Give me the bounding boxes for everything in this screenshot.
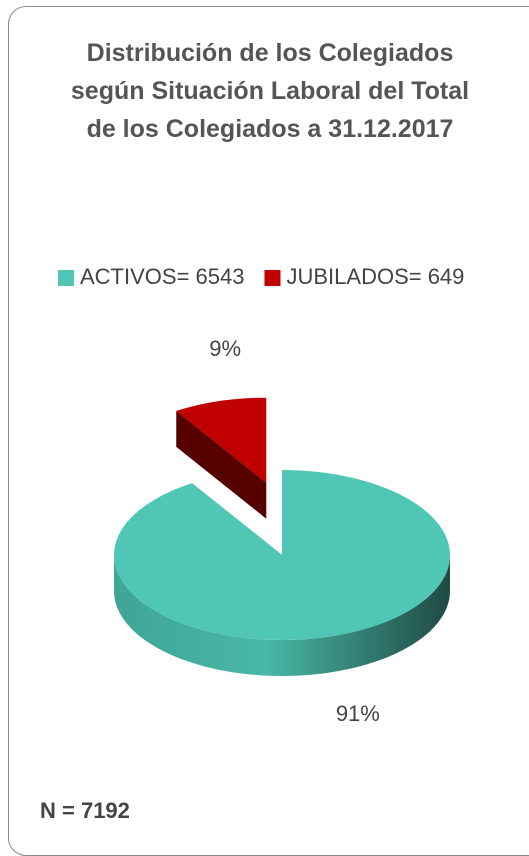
page: Distribución de los Colegiados según Sit… [8, 6, 529, 856]
pie-slice-wall [176, 410, 267, 519]
legend-swatch [58, 270, 74, 286]
annotation: N = 7192 [40, 798, 130, 823]
legend-swatch [264, 270, 281, 286]
data-label: 91% [336, 701, 380, 726]
chart: N = 7192 ACTIVOS= 6543 JUBILADOS= 649 91% 9… [40, 264, 464, 823]
data-label: 9% [209, 336, 241, 361]
chart-title: Distribución de los Colegiados según Sit… [70, 39, 470, 143]
pie-slice [176, 397, 267, 483]
pie-slice-side [114, 555, 450, 676]
pie-slice [113, 470, 450, 640]
legend-label: JUBILADOS= 649 [286, 264, 464, 289]
legend-label: ACTIVOS= 6543 [80, 264, 244, 289]
